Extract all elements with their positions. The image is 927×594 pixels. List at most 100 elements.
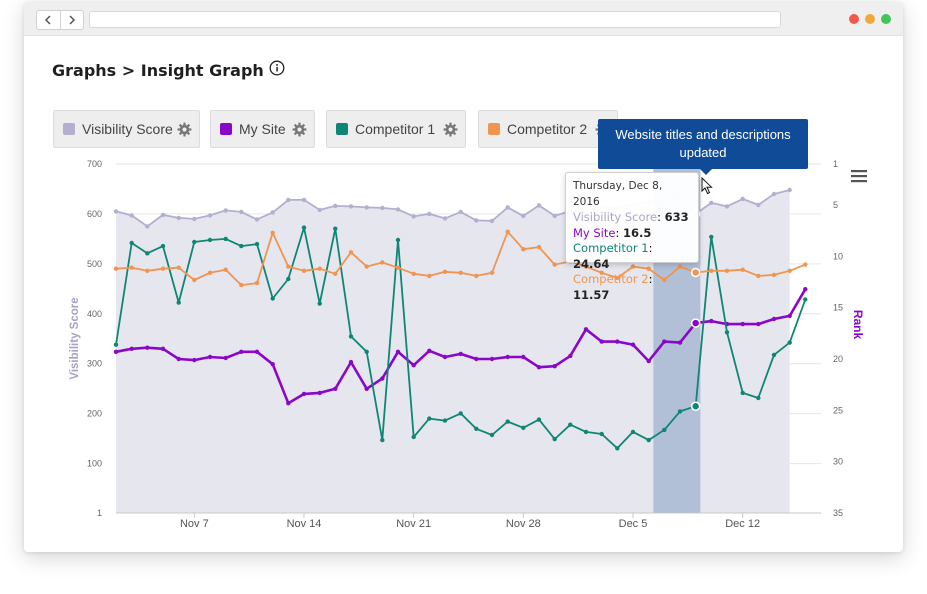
tooltip-date: Thursday, Dec 8, 2016 xyxy=(573,180,663,208)
my-site-point xyxy=(317,390,322,396)
chevron-left-icon xyxy=(45,15,51,25)
competitor-1-point xyxy=(474,426,479,431)
my-site-point xyxy=(286,401,291,406)
visibility-score-point xyxy=(427,211,432,217)
competitor-2-point xyxy=(348,250,354,255)
competitor-1-point xyxy=(270,296,275,301)
visibility-score-point xyxy=(521,213,526,219)
tooltip-row: Visibility Score: 633 xyxy=(573,210,691,226)
insight-chart: 700600500400300200100115101520253035Nov … xyxy=(69,159,865,530)
my-site-point xyxy=(803,287,808,292)
x-tick-label: Nov 21 xyxy=(396,518,431,530)
competitor-1-point xyxy=(677,409,683,414)
competitor-2-point xyxy=(239,282,244,288)
competitor-2-point xyxy=(646,266,651,271)
my-site-point xyxy=(176,356,181,362)
competitor-2-point xyxy=(160,266,166,271)
competitor-1-point xyxy=(599,431,604,437)
address-bar[interactable] xyxy=(89,11,781,28)
competitor-1-point xyxy=(489,432,495,438)
tooltip-row: Competitor 2: 11.57 xyxy=(573,272,691,303)
legend-visibility-score[interactable]: Visibility Score xyxy=(53,110,200,148)
competitor-2-point xyxy=(176,265,181,270)
annotation-callout: Website titles and descriptions updated xyxy=(598,119,808,169)
maximize-window-dot[interactable] xyxy=(881,14,891,24)
visibility-score-point xyxy=(724,204,730,209)
right-tick-label: 1 xyxy=(833,159,838,169)
competitor-1-point xyxy=(787,340,792,345)
minimize-window-dot[interactable] xyxy=(865,14,875,24)
competitor-2-point xyxy=(317,266,322,271)
back-button[interactable] xyxy=(37,11,60,29)
left-axis-title: Visibility Score xyxy=(69,297,81,379)
visibility-score-point xyxy=(489,218,495,224)
tooltip-row: My Site: 16.5 xyxy=(573,226,691,242)
visibility-score-point xyxy=(301,197,307,203)
competitor-1-point xyxy=(427,416,432,421)
left-tick-label: 200 xyxy=(87,409,102,419)
legend-my-site[interactable]: My Site xyxy=(210,110,315,148)
my-site-point xyxy=(270,362,275,367)
visibility-score-point xyxy=(442,216,448,221)
competitor-2-point xyxy=(301,268,307,273)
left-tick-label: 600 xyxy=(87,209,102,219)
tooltip-row-sep: : xyxy=(648,272,653,286)
competitor-2-point xyxy=(333,271,338,276)
competitor-2-point xyxy=(505,229,510,234)
competitor-1-point xyxy=(724,330,730,335)
right-tick-label: 25 xyxy=(833,405,843,415)
visibility-score-point xyxy=(771,191,777,197)
right-tick-label: 15 xyxy=(833,303,843,313)
competitor-1-point xyxy=(662,427,667,433)
visibility-area xyxy=(116,189,790,513)
competitor-2-point xyxy=(489,270,495,275)
my-site-point xyxy=(348,359,354,365)
my-site-point xyxy=(458,351,463,357)
competitor-2-point xyxy=(740,267,745,272)
my-site-point xyxy=(568,353,573,359)
left-tick-label: 400 xyxy=(87,309,102,319)
tooltip-row-value: 11.57 xyxy=(573,287,610,302)
forward-button[interactable] xyxy=(59,11,84,29)
visibility-score-point xyxy=(709,200,714,206)
competitor-2-point xyxy=(630,264,636,269)
legend-competitor-2[interactable]: Competitor 2 xyxy=(478,110,618,148)
my-site-point xyxy=(223,355,228,361)
page-title-block: Graphs > Insight Graph xyxy=(52,60,285,80)
my-site-point xyxy=(552,364,557,369)
competitor-1-point xyxy=(239,243,244,249)
competitor-2-point xyxy=(677,264,683,269)
competitor-2-point xyxy=(223,267,228,272)
competitor-2-point xyxy=(709,268,714,273)
my-site-point xyxy=(615,339,620,344)
visibility-score-point xyxy=(192,216,197,222)
competitor-1-point xyxy=(207,237,213,243)
competitor-1-point xyxy=(395,237,401,243)
competitor-1-point xyxy=(411,434,416,440)
nav-buttons xyxy=(36,10,84,30)
competitor-2-point xyxy=(254,280,260,286)
competitor-2-point xyxy=(427,273,432,279)
close-window-dot[interactable] xyxy=(849,14,859,24)
my-site-point xyxy=(787,313,792,319)
legend-swatch xyxy=(336,123,348,135)
my-site-point xyxy=(662,339,667,344)
competitor-2-point xyxy=(113,266,119,271)
right-tick-label: 35 xyxy=(833,508,843,518)
competitor-2-point xyxy=(521,247,526,252)
legend-competitor-1[interactable]: Competitor 1 xyxy=(326,110,466,148)
competitor-2-hover-marker xyxy=(690,267,701,278)
competitor-1-point xyxy=(630,429,636,435)
legend-label: Competitor 1 xyxy=(355,121,436,137)
visibility-score-point xyxy=(552,213,557,219)
hamburger-menu-icon[interactable] xyxy=(850,169,868,183)
competitor-1-point xyxy=(568,422,573,427)
visibility-score-point xyxy=(395,207,401,212)
left-tick-label: 700 xyxy=(87,159,102,169)
legend-label: Visibility Score xyxy=(82,121,173,137)
my-site-point xyxy=(145,345,150,350)
competitor-2-point xyxy=(442,269,448,274)
left-tick-label: 300 xyxy=(87,359,102,369)
info-icon[interactable] xyxy=(269,60,285,80)
browser-titlebar xyxy=(24,2,903,36)
